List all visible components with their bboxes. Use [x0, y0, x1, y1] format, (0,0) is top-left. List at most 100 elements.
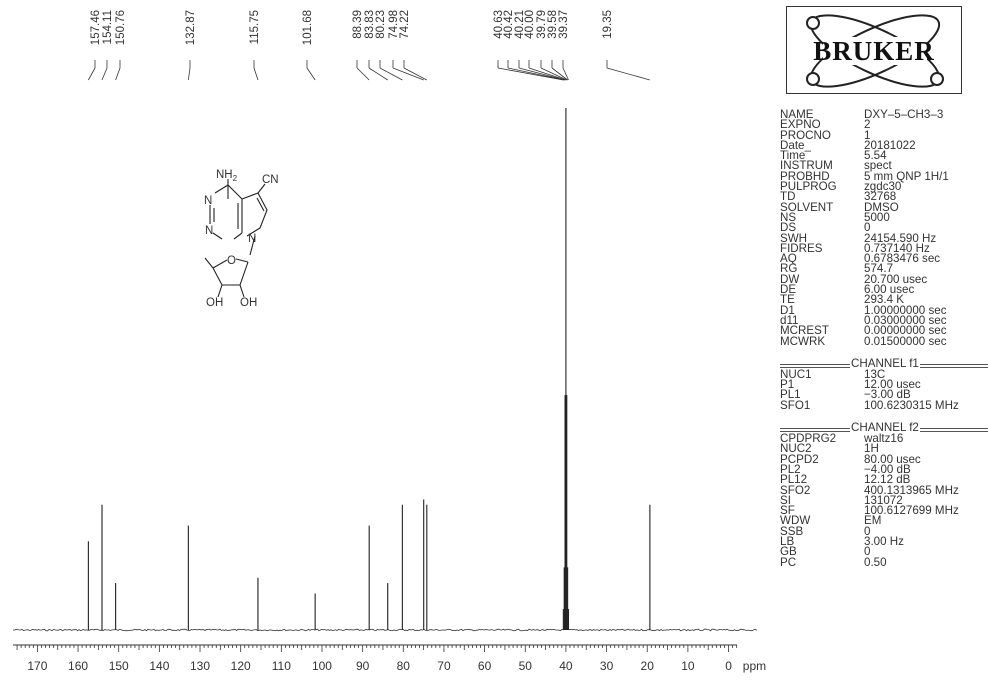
peak-label-leader	[518, 67, 566, 81]
x-tick-label: 70	[437, 659, 451, 673]
x-tick-label: 120	[231, 659, 251, 673]
parameter-value: 1.00000000 sec	[864, 303, 947, 317]
parameter-name: PL12	[780, 473, 808, 487]
pyrimidine-ring-bond	[212, 232, 223, 240]
peak-label: 40.21	[514, 10, 526, 39]
parameter-name: NUC1	[780, 367, 812, 381]
parameter-name: MCWRK	[780, 334, 826, 348]
peak-label: 39.79	[536, 10, 548, 39]
x-tick-label: 10	[681, 659, 695, 673]
parameter-value: 3.00 Hz	[864, 534, 904, 548]
parameter-value: 0.6783476 sec	[864, 252, 941, 266]
peak-label-leader	[392, 67, 424, 81]
parameter-row: FIDRES 0.737140 Hz	[780, 242, 988, 254]
pyrimidine-ring-bond	[227, 184, 243, 200]
parameter-row: PROBHD 5 mm QNP 1H/1	[780, 169, 988, 183]
parameter-value: 1H	[864, 442, 879, 456]
peak-label: 40.63	[493, 10, 505, 39]
parameter-name: MCREST	[780, 324, 829, 338]
peak-label: 74.98	[388, 10, 400, 39]
parameter-name: NAME	[780, 108, 814, 121]
parameter-name: TE	[780, 293, 795, 307]
peak-label-group: 157.46 154.11 150.76 132.87 115.75 101.68 88.3…	[88, 10, 650, 81]
parameter-value: 12.00 usec	[864, 378, 921, 392]
x-tick-label: 160	[68, 659, 88, 673]
parameter-name: SSB	[780, 524, 804, 538]
peak-label: 80.23	[375, 10, 387, 39]
parameter-row: SF 100.6127699 MHz	[780, 505, 988, 517]
channel-f1-header: CHANNEL f1	[780, 356, 988, 370]
channel-f2-header: CHANNEL f2	[780, 422, 988, 434]
parameter-row: SOLVENT DMSO	[780, 201, 988, 213]
channel-f1-label: CHANNEL f1	[850, 356, 920, 370]
parameter-value: 13C	[864, 367, 886, 381]
acquisition-parameters: NAME DXY–5–CH3–3 EXPNO 2 PROCNO 1 Date_ 2018102…	[780, 108, 988, 569]
peak-label: 132.87	[185, 10, 197, 45]
parameter-row: NUC1 13C	[780, 367, 988, 381]
parameter-row: Date_ 20181022	[780, 139, 988, 151]
parameter-row: SFO1 100.6230315 MHz	[780, 398, 988, 412]
peak-label: 150.76	[115, 10, 127, 45]
molecule-structure	[204, 179, 268, 298]
molecule-labels: NH2 CN N N N O OH OH	[204, 169, 279, 309]
parameter-row: CPDPRG2 waltz16	[780, 432, 988, 446]
x-tick-label: 110	[272, 659, 291, 673]
parameter-name: CPDPRG2	[780, 432, 837, 446]
parameter-name: DS	[780, 221, 797, 235]
peak-label: 101.68	[302, 10, 314, 45]
parameter-value: 32768	[864, 190, 897, 204]
parameter-value: −3.00 dB	[864, 388, 911, 402]
parameter-value: 2	[864, 118, 871, 132]
parameter-name: LB	[780, 534, 795, 548]
parameter-value: 400.1313965 MHz	[864, 483, 959, 497]
ribose-oxygen-label: O	[227, 255, 236, 267]
parameter-name: TD	[780, 190, 796, 204]
x-axis-label: ppm	[743, 659, 766, 673]
parameter-row: MCREST 0.00000000 sec	[780, 324, 988, 338]
parameter-row: d11 0.03000000 sec	[780, 313, 988, 327]
x-tick-label: 100	[312, 659, 332, 673]
peak-label: 19.35	[602, 10, 614, 39]
parameter-value: 12.12 dB	[864, 473, 911, 487]
spectrum-baseline	[12, 628, 758, 632]
parameter-value: 100.6230315 MHz	[864, 398, 959, 412]
peak-label-leader	[379, 67, 403, 81]
parameter-value: 0	[864, 524, 871, 538]
parameter-value: 5000	[864, 210, 890, 224]
peak-label: 115.75	[249, 10, 261, 44]
x-tick-label: 20	[641, 659, 655, 673]
peak-label: 39.37	[558, 10, 570, 39]
parameter-row: NUC2 1H	[780, 442, 988, 456]
parameter-row: MCWRK 0.01500000 sec	[780, 334, 988, 348]
bruker-logo: BRUKER	[786, 6, 962, 94]
parameter-value: 5 mm QNP 1H/1	[864, 169, 949, 183]
parameter-row: D1 1.00000000 sec	[780, 303, 988, 317]
peak-label-leader	[101, 67, 108, 81]
peak-label-leader	[528, 67, 567, 81]
peak-label: 83.83	[364, 10, 376, 39]
parameter-name: DW	[780, 272, 800, 286]
peak-label-leader	[507, 67, 565, 81]
peak-label-leader	[253, 67, 259, 81]
parameter-row: TE 293.4 K	[780, 293, 988, 307]
x-tick-label: 130	[190, 659, 210, 673]
amine-label: NH2	[216, 169, 238, 183]
channel-f2-parameters: CPDPRG2 waltz16 NUC2 1H PCPD2 80.00 usec PL2 −4…	[780, 432, 988, 569]
parameter-name: INSTRUM	[780, 159, 833, 173]
peak-label: 74.22	[399, 10, 411, 39]
parameter-row: TD 32768	[780, 190, 988, 204]
parameter-row: Time 5.54	[780, 150, 988, 162]
bruker-logo-text: BRUKER	[813, 36, 935, 66]
parameter-name: d11	[780, 313, 799, 327]
parameter-row: PROCNO 1	[780, 129, 988, 141]
ribose-hydroxyl-bond	[217, 284, 223, 298]
ribose-hydroxyl-bond	[239, 284, 245, 298]
parameter-name: PROBHD	[780, 169, 830, 183]
glycosidic-bond	[249, 235, 256, 256]
ribose-substituent-bond	[204, 257, 214, 269]
peak-label-leader	[187, 67, 191, 81]
peak-label-leader	[562, 67, 569, 81]
parameter-value: 131072	[864, 493, 903, 507]
parameter-value: −4.00 dB	[864, 462, 911, 476]
peak-label-leader	[403, 67, 427, 81]
